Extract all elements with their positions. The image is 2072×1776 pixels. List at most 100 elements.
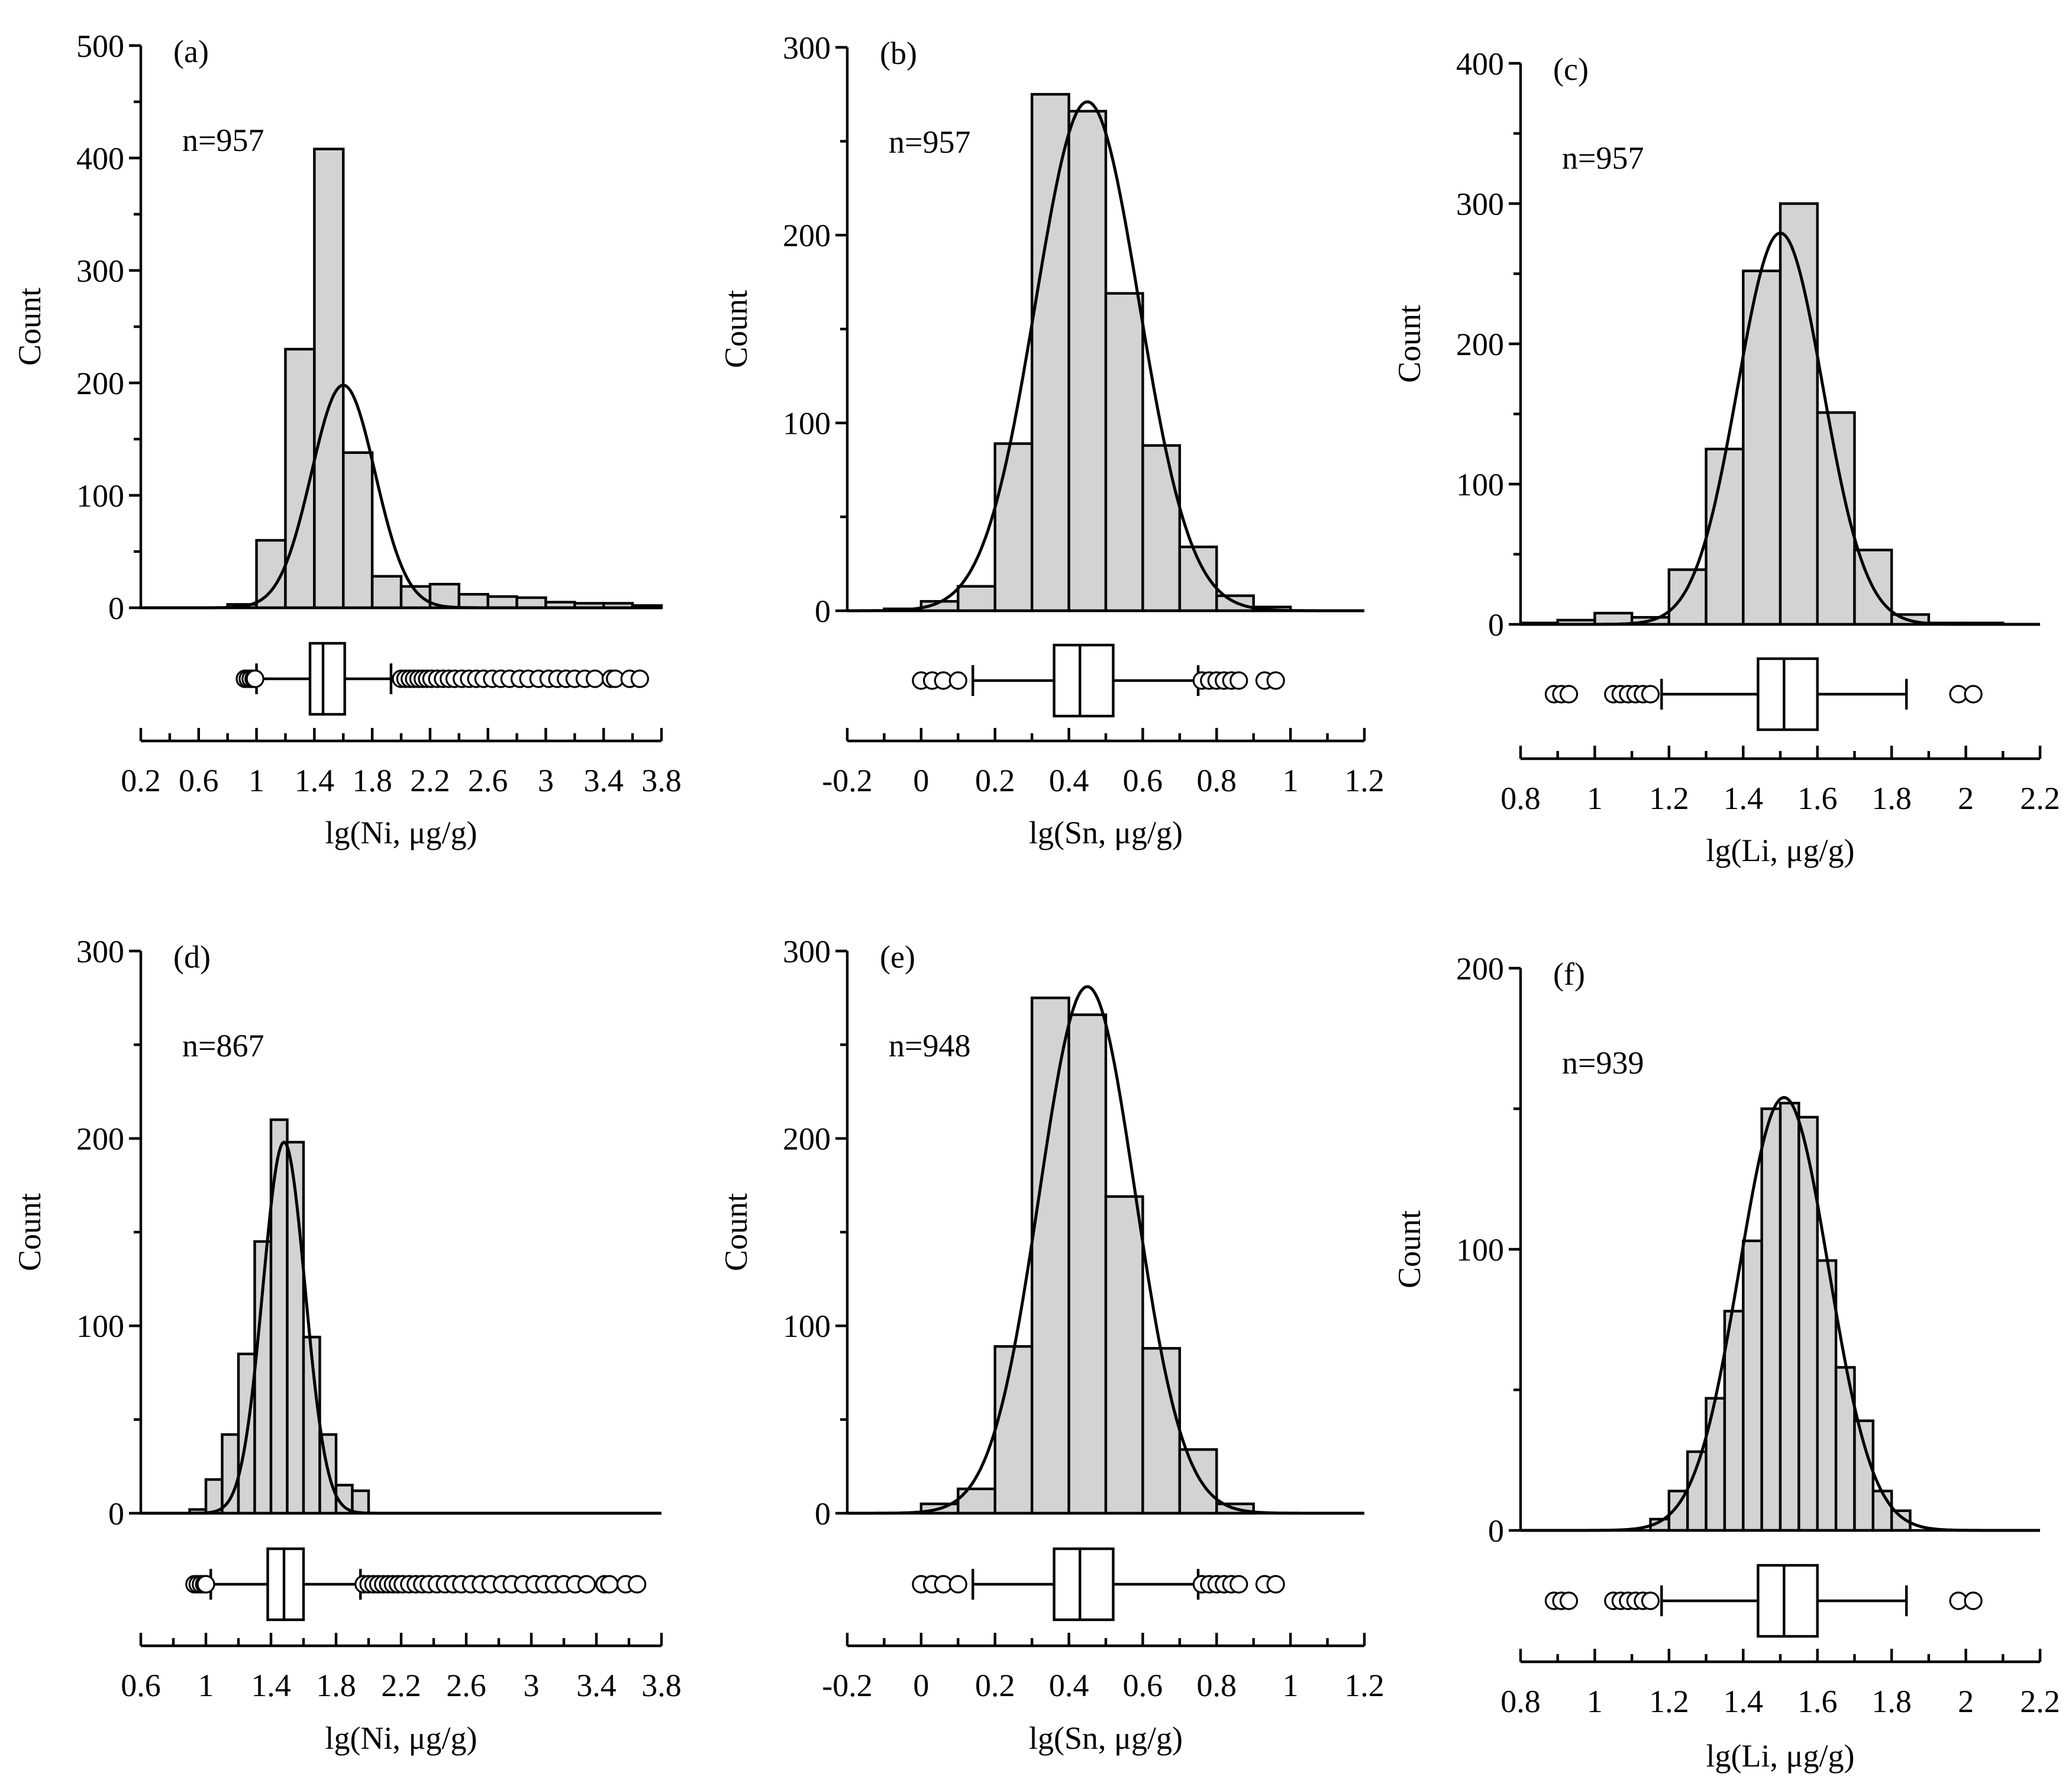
histogram-bar: [1797, 1116, 1819, 1532]
y-tick-label: 0: [1488, 1513, 1504, 1549]
panel-c: 0 100 200 300 400 Count (c) n=957 0.8 1 1.2 1.4 1.6 1…: [1392, 46, 2060, 868]
x-tick-label: 0.2: [975, 1668, 1015, 1703]
y-tick-label: 100: [783, 406, 831, 441]
x-tick-label: 0.4: [1049, 763, 1089, 798]
y-axis-label: Count: [1392, 305, 1427, 383]
y-tick-label: 400: [1456, 46, 1504, 82]
boxplot-outlier: [600, 1575, 619, 1594]
x-tick-label: 1.6: [1797, 781, 1838, 816]
x-tick-label: 1: [1587, 1684, 1603, 1719]
histogram-bar: [1871, 1490, 1893, 1532]
y-tick-label: 300: [76, 934, 124, 969]
panel-label: (c): [1553, 51, 1589, 87]
panel-a: 0 100 200 300 400 500 Count (a) n=957 0.2 0.6 1 1.4 1…: [12, 28, 682, 850]
boxplot-outlier: [1229, 671, 1248, 690]
y-tick-label: 0: [108, 591, 124, 626]
x-tick-label: 0.8: [1197, 1668, 1237, 1703]
x-tick-label: 1.2: [1649, 781, 1689, 816]
y-tick-label: 400: [76, 141, 124, 176]
y-tick-label: 100: [76, 1308, 124, 1344]
x-tick-label: 0: [913, 1668, 929, 1703]
x-tick-label: 1: [198, 1668, 214, 1703]
histogram-bar: [221, 1433, 240, 1515]
y-axis-label: Count: [12, 288, 47, 366]
x-tick-label: 2.2: [2020, 781, 2060, 816]
x-tick-label: 1: [1283, 1668, 1299, 1703]
histogram-bar: [993, 1345, 1034, 1515]
boxplot-box: [1757, 1564, 1819, 1638]
boxplot-outlier: [630, 669, 649, 688]
histogram-bar: [1141, 1347, 1182, 1515]
y-tick-label: 200: [783, 1121, 831, 1157]
x-tick-label: 1.2: [1649, 1684, 1689, 1719]
x-tick-label: 1.8: [1871, 781, 1912, 816]
x-tick-label: 3.4: [576, 1668, 617, 1703]
histogram-bar: [486, 595, 518, 610]
boxplot-outlier: [948, 1575, 967, 1594]
y-tick-label: 200: [1456, 327, 1504, 362]
x-tick-label: 0.6: [1123, 1668, 1163, 1703]
y-tick-label: 200: [76, 1121, 124, 1157]
panel-label: (b): [880, 36, 917, 71]
x-tick-label: 1.4: [295, 763, 335, 798]
histogram-bar: [993, 442, 1034, 613]
histogram-bar: [1705, 1397, 1726, 1532]
panel-b: 0 100 200 300 Count (b) n=957 -0.2 0 0.2 0.4 0.6 0.8…: [718, 30, 1384, 850]
x-tick-label: 2: [1958, 1684, 1974, 1719]
y-tick-label: 0: [815, 1496, 831, 1532]
histogram-bar: [1742, 1239, 1763, 1532]
sample-count-label: n=939: [1562, 1045, 1644, 1081]
boxplot-box: [1757, 657, 1819, 731]
panel-label: (a): [173, 34, 209, 69]
x-axis-label: lg(Ni, μg/g): [325, 1720, 477, 1756]
x-tick-label: 2.6: [468, 763, 508, 798]
panel-label: (f): [1553, 956, 1585, 992]
x-axis-label: lg(Sn, μg/g): [1029, 1720, 1183, 1756]
sample-count-label: n=867: [182, 1028, 264, 1063]
boxplot-outlier: [1559, 1591, 1579, 1610]
y-axis-label: Count: [1392, 1210, 1427, 1288]
y-tick-label: 0: [815, 594, 831, 629]
x-tick-label: 2.2: [2020, 1684, 2060, 1719]
histogram-bar: [1104, 1195, 1144, 1515]
x-axis-label: lg(Li, μg/g): [1706, 833, 1855, 868]
histogram-bar: [1030, 93, 1070, 613]
boxplot-outlier: [196, 1575, 215, 1594]
x-tick-label: 1.8: [316, 1668, 356, 1703]
panel-label: (e): [880, 939, 915, 975]
x-tick-label: 1.4: [251, 1668, 291, 1703]
x-tick-label: 3: [524, 1668, 540, 1703]
x-tick-label: 0.6: [179, 763, 219, 798]
x-tick-label: 0.8: [1197, 763, 1237, 798]
panel-label: (d): [173, 939, 211, 975]
x-tick-label: 0.8: [1500, 1684, 1541, 1719]
x-tick-label: 0.6: [121, 1668, 161, 1703]
y-tick-label: 0: [108, 1496, 124, 1532]
x-tick-label: 1.8: [1871, 1684, 1912, 1719]
histogram-bar: [342, 451, 374, 610]
histogram-bar: [1104, 292, 1144, 613]
boxplot-outlier: [246, 669, 264, 688]
x-tick-label: 1: [1587, 781, 1603, 816]
histogram-bar: [1760, 1107, 1782, 1532]
boxplot-outlier: [1641, 685, 1660, 704]
histogram-bar: [957, 585, 996, 613]
boxplot-outlier: [1229, 1575, 1248, 1594]
boxplot-outlier: [577, 1575, 596, 1594]
x-tick-label: 3.8: [641, 763, 682, 798]
y-tick-label: 100: [76, 478, 124, 514]
x-tick-label: 1.4: [1724, 1684, 1764, 1719]
boxplot-outlier: [585, 669, 605, 688]
boxplot-outlier: [948, 671, 967, 690]
boxplot-box: [308, 642, 346, 716]
x-tick-label: 3: [538, 763, 554, 798]
x-tick-label: 1.2: [1344, 1668, 1384, 1703]
y-tick-label: 300: [783, 30, 831, 66]
histogram-bar: [351, 1489, 370, 1515]
y-tick-label: 200: [76, 366, 124, 401]
histogram-bar: [1705, 447, 1745, 626]
histogram-bar: [457, 593, 489, 610]
x-tick-label: 0.2: [121, 763, 161, 798]
x-tick-label: 2.6: [446, 1668, 486, 1703]
